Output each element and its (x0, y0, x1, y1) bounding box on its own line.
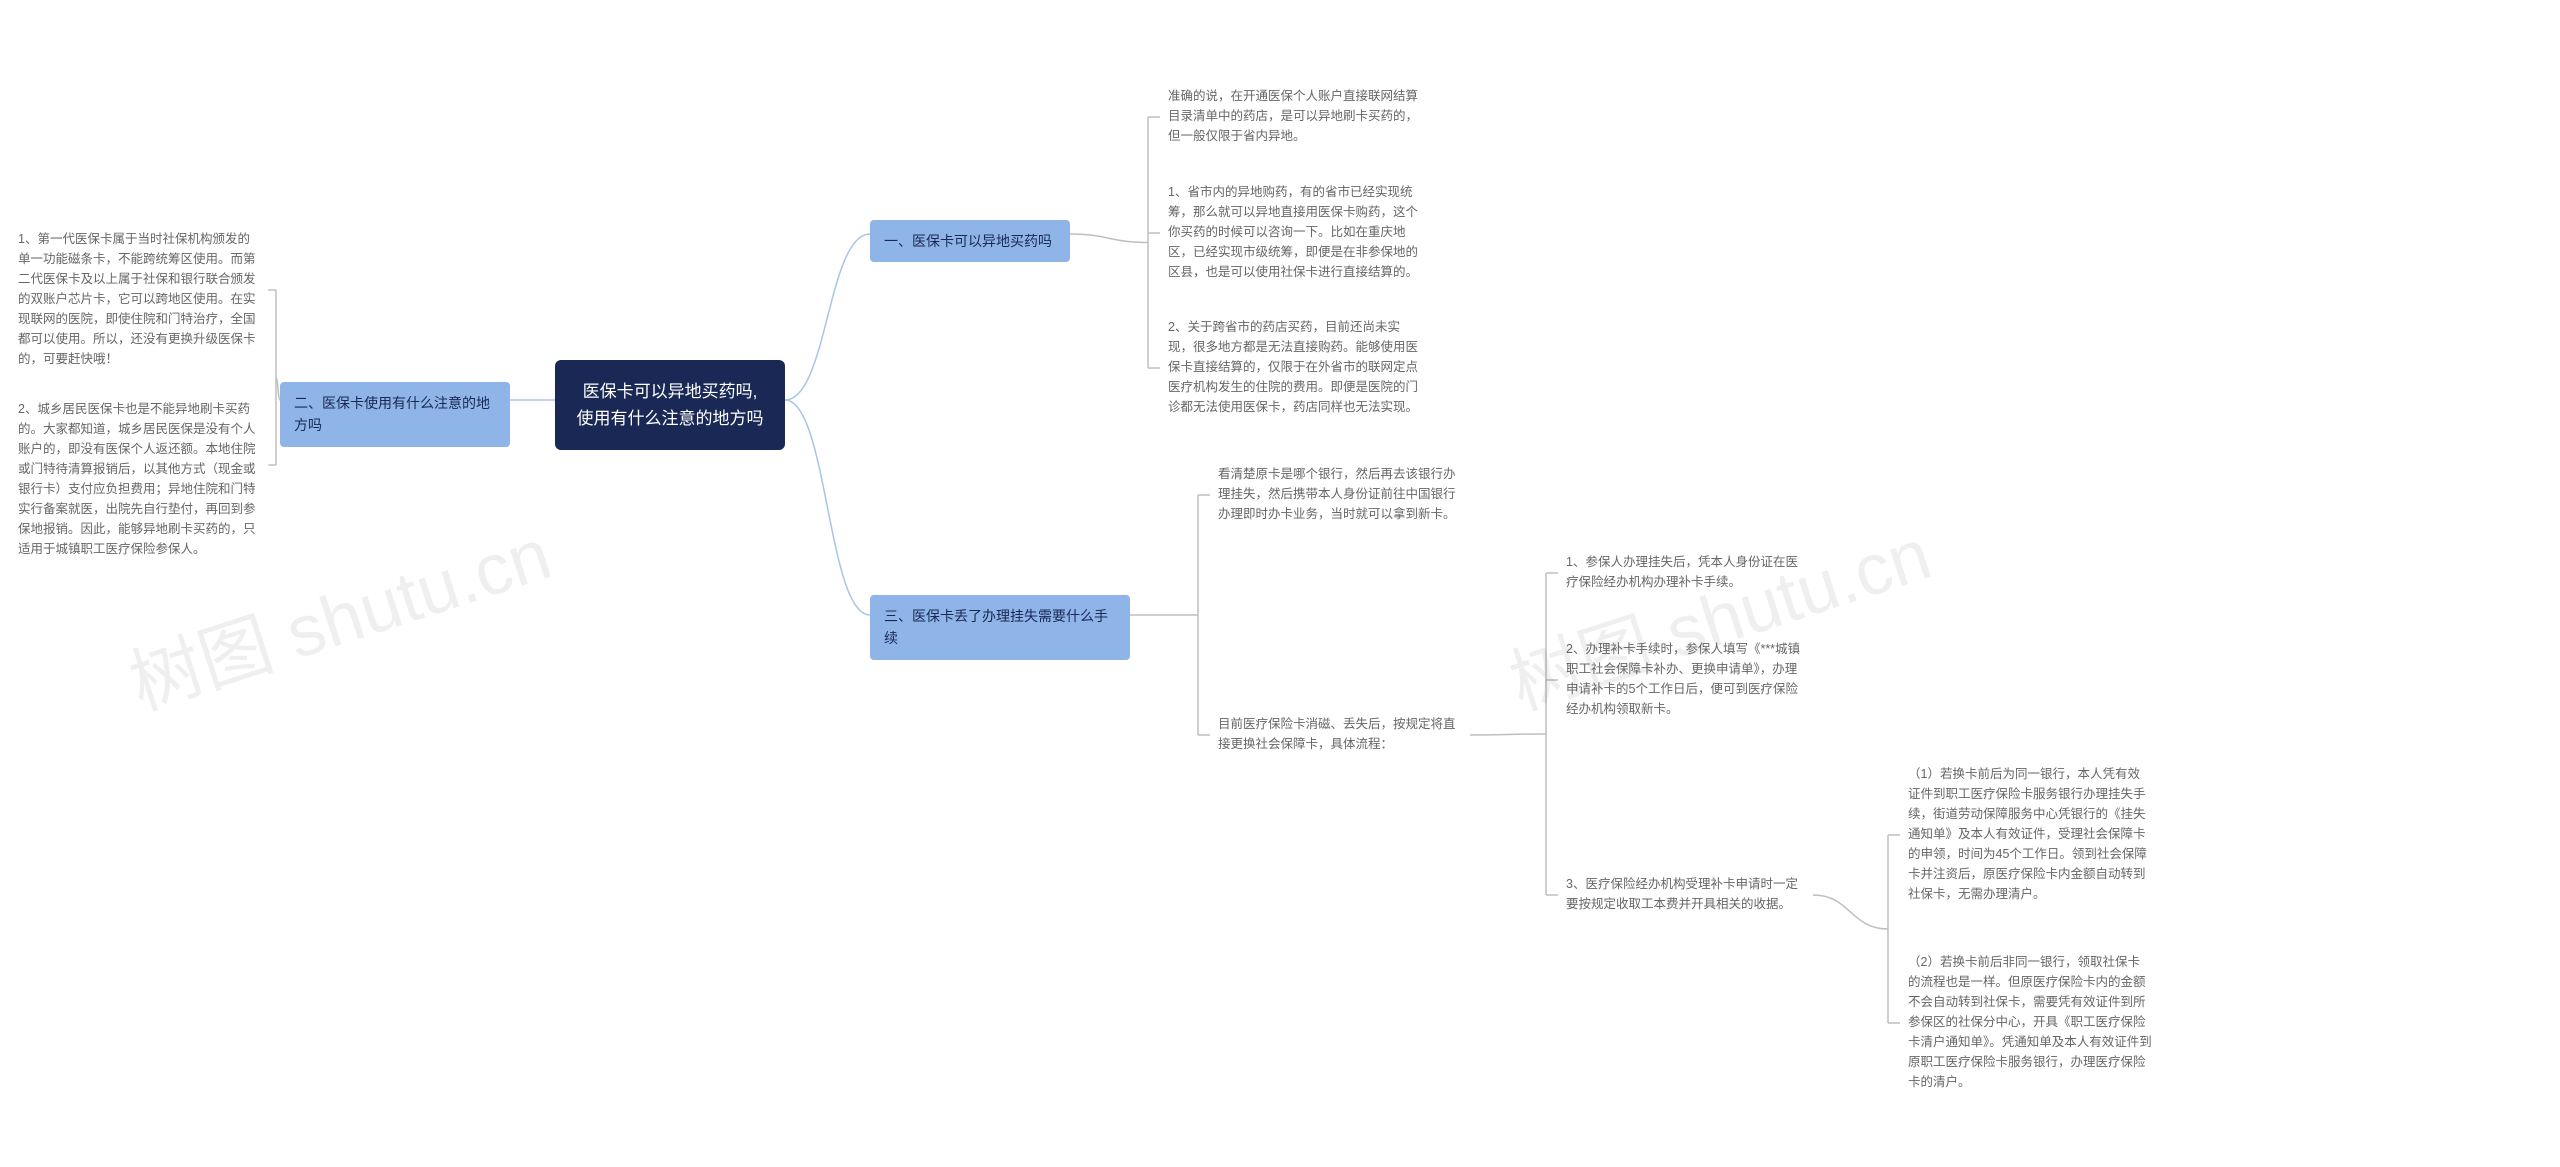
center-node: 医保卡可以异地买药吗,使用有什么注意的地方吗 (555, 360, 785, 450)
branch-2-leaf-1: 2、城乡居民医保卡也是不能异地刷卡买药的。大家都知道，城乡居民医保是没有个人账户… (10, 395, 270, 575)
branch-3-1-child-1: 2、办理补卡手续时，参保人填写《***城镇职工社会保障卡补办、更换申请单》，办理… (1558, 635, 1813, 725)
branch-2-leaf-0: 1、第一代医保卡属于当时社保机构颁发的单一功能磁条卡，不能跨统筹区使用。而第二代… (10, 225, 270, 373)
branch-3: 三、医保卡丢了办理挂失需要什么手续 (870, 595, 1130, 660)
branch-3-child-0: 看清楚原卡是哪个银行，然后再去该银行办理挂失，然后携带本人身份证前往中国银行办理… (1210, 460, 1470, 530)
branch-1: 一、医保卡可以异地买药吗 (870, 220, 1070, 262)
branch-3-1-2-child-0: （1）若换卡前后为同一银行，本人凭有效证件到职工医疗保险卡服务银行办理挂失手续，… (1900, 760, 2160, 910)
branch-1-leaf-2: 2、关于跨省市的药店买药，目前还尚未实现，很多地方都是无法直接购药。能够使用医保… (1160, 313, 1430, 423)
branch-1-leaf-0: 准确的说，在开通医保个人账户直接联网结算目录清单中的药店，是可以异地刷卡买药的，… (1160, 82, 1430, 152)
branch-2: 二、医保卡使用有什么注意的地方吗 (280, 382, 510, 447)
branch-3-1-child-2: 3、医疗保险经办机构受理补卡申请时一定要按规定收取工本费并开具相关的收据。 (1558, 870, 1813, 920)
branch-1-leaf-1: 1、省市内的异地购药，有的省市已经实现统筹，那么就可以异地直接用医保卡购药，这个… (1160, 178, 1430, 288)
branch-3-child-1: 目前医疗保险卡消磁、丢失后，按规定将直接更换社会保障卡，具体流程： (1210, 710, 1470, 760)
branch-3-1-2-child-1: （2）若换卡前后非同一银行，领取社保卡的流程也是一样。但原医疗保险卡内的金额不会… (1900, 948, 2160, 1098)
branch-3-1-child-0: 1、参保人办理挂失后，凭本人身份证在医疗保险经办机构办理补卡手续。 (1558, 548, 1813, 598)
